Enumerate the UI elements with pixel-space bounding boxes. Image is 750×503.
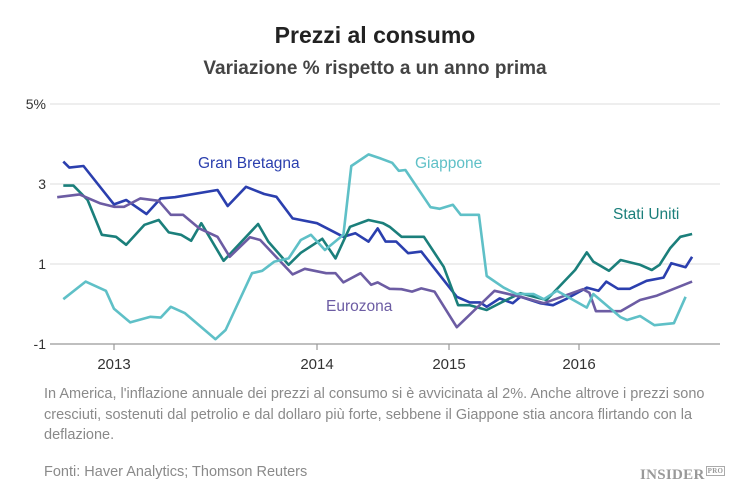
chart-caption: In America, l'inflazione annuale dei pre… [44, 386, 705, 443]
series-line-eurozona [57, 193, 693, 329]
logo-text: INSIDER [640, 467, 705, 483]
x-tick-label: 2015 [432, 356, 465, 373]
source-note: Fonti: Haver Analytics; Thomson Reuters [44, 464, 308, 480]
insider-pro-logo: INSIDER PRO [640, 466, 726, 484]
chart-title: Prezzi al consumo [274, 22, 476, 48]
x-tick-label: 2014 [300, 356, 333, 373]
series-label-gran-bretagna: Gran Bretagna [198, 155, 300, 172]
x-tick-label: 2016 [562, 356, 595, 373]
logo-suffix: PRO [705, 466, 726, 476]
y-tick-label: 1 [38, 256, 46, 272]
y-tick-label: 5% [26, 96, 46, 112]
series-label-stati-uniti: Stati Uniti [613, 206, 679, 223]
series-line-gran-bretagna [62, 160, 694, 309]
x-tick-label: 2013 [97, 356, 130, 373]
series-line-stati-uniti [63, 184, 693, 312]
series-label-eurozona: Eurozona [326, 298, 393, 315]
y-tick-label: 3 [38, 176, 46, 192]
y-tick-label: -1 [34, 336, 47, 352]
chart-subtitle: Variazione % rispetto a un anno prima [203, 58, 547, 79]
series-label-giappone: Giappone [415, 155, 482, 172]
series-line-giappone [62, 153, 687, 341]
line-chart: 5% 3 1 -1 2013 2014 2015 2016 Gran Bretagna Gi… [26, 96, 720, 373]
